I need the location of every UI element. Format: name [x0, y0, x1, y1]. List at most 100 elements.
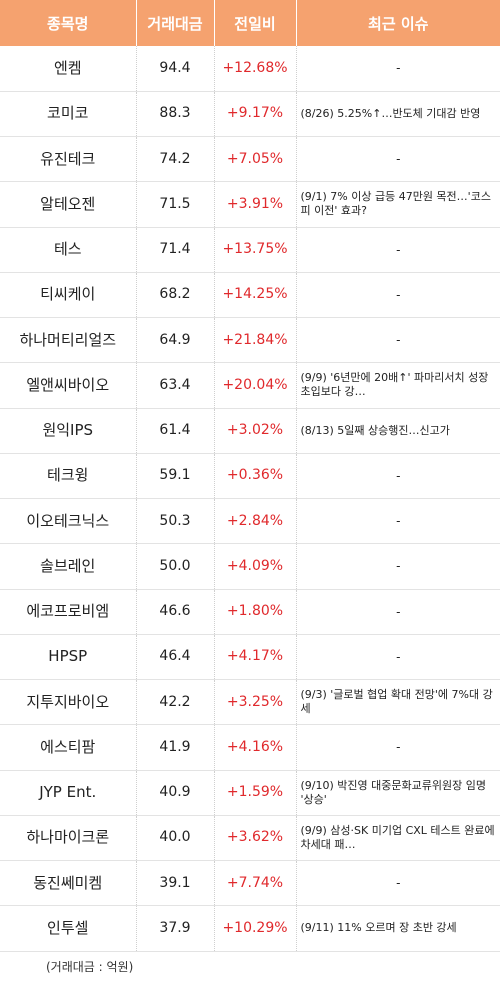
recent-issue: (9/9) 삼성·SK 미기업 CXL 테스트 완료에 차세대 패… — [295, 815, 500, 862]
change-rate: +7.74% — [213, 860, 296, 907]
recent-issue: - — [295, 543, 500, 590]
recent-issue: - — [295, 634, 500, 681]
change-rate: +4.16% — [213, 724, 296, 771]
recent-issue: - — [295, 136, 500, 183]
table-row: 하나마이크론 40.0 +3.62% (9/9) 삼성·SK 미기업 CXL 테스트 … — [0, 815, 500, 862]
table-row: 테크윙 59.1 +0.36% - — [0, 453, 500, 500]
table-row: 코미코 88.3 +9.17% (8/26) 5.25%↑…반도체 기대감 반영 — [0, 91, 500, 138]
change-rate: +9.17% — [213, 91, 296, 138]
table-body: 엔켐 94.4 +12.68% - 코미코 88.3 +9.17% (8/26) 5.25%↑… — [0, 46, 500, 952]
table-row: JYP Ent. 40.9 +1.59% (9/10) 박진영 대중문화교류위원장 임… — [0, 770, 500, 816]
header-issue: 최근 이슈 — [296, 0, 500, 46]
table-row: 엘앤씨바이오 63.4 +20.04% (9/9) '6년만에 20배↑' 파마리서치… — [0, 362, 500, 409]
trading-volume: 74.2 — [135, 136, 214, 183]
stock-name: 솔브레인 — [0, 543, 136, 590]
recent-issue: (9/1) 7% 이상 급등 47만원 목전…'코스피 이전' 효과? — [295, 181, 500, 228]
stock-name: 테스 — [0, 227, 136, 273]
header-volume: 거래대금 — [136, 0, 215, 46]
trading-volume: 46.4 — [135, 634, 214, 681]
change-rate: +3.62% — [213, 815, 296, 862]
stock-name: 이오테크닉스 — [0, 498, 136, 545]
trading-volume: 64.9 — [135, 317, 214, 364]
trading-volume: 41.9 — [135, 724, 214, 771]
change-rate: +0.36% — [213, 453, 296, 500]
change-rate: +13.75% — [213, 227, 296, 273]
recent-issue: - — [295, 272, 500, 319]
change-rate: +3.91% — [213, 181, 296, 228]
table-row: HPSP 46.4 +4.17% - — [0, 634, 500, 681]
table-row: 원익IPS 61.4 +3.02% (8/13) 5일째 상승행진…신고가 — [0, 408, 500, 454]
trading-volume: 39.1 — [135, 860, 214, 907]
table-row: 인투셀 37.9 +10.29% (9/11) 11% 오르며 장 초반 강세 — [0, 905, 500, 952]
table-row: 하나머티리얼즈 64.9 +21.84% - — [0, 317, 500, 364]
recent-issue: - — [295, 724, 500, 771]
trading-volume: 42.2 — [135, 679, 214, 726]
change-rate: +3.02% — [213, 408, 296, 454]
recent-issue: - — [295, 589, 500, 635]
table-row: 알테오젠 71.5 +3.91% (9/1) 7% 이상 급등 47만원 목전…'코스… — [0, 181, 500, 228]
change-rate: +4.17% — [213, 634, 296, 681]
recent-issue: - — [295, 46, 500, 92]
table-row: 티씨케이 68.2 +14.25% - — [0, 272, 500, 319]
recent-issue: - — [295, 860, 500, 907]
change-rate: +14.25% — [213, 272, 296, 319]
trading-volume: 61.4 — [135, 408, 214, 454]
header-change: 전일비 — [214, 0, 297, 46]
trading-volume: 40.0 — [135, 815, 214, 862]
table-row: 동진쎄미켐 39.1 +7.74% - — [0, 860, 500, 907]
table-row: 에코프로비엠 46.6 +1.80% - — [0, 589, 500, 635]
trading-volume: 50.0 — [135, 543, 214, 590]
trading-volume: 88.3 — [135, 91, 214, 138]
header-row: 종목명 거래대금 전일비 최근 이슈 — [0, 0, 500, 46]
change-rate: +20.04% — [213, 362, 296, 409]
table-row: 테스 71.4 +13.75% - — [0, 227, 500, 273]
recent-issue: - — [295, 227, 500, 273]
stock-name: JYP Ent. — [0, 770, 136, 816]
change-rate: +1.59% — [213, 770, 296, 816]
table-row: 지투지바이오 42.2 +3.25% (9/3) '글로벌 협업 확대 전망'에 7%… — [0, 679, 500, 726]
trading-volume: 71.5 — [135, 181, 214, 228]
stock-name: 원익IPS — [0, 408, 136, 454]
table-row: 이오테크닉스 50.3 +2.84% - — [0, 498, 500, 545]
recent-issue: (8/26) 5.25%↑…반도체 기대감 반영 — [295, 91, 500, 138]
stock-name: 엘앤씨바이오 — [0, 362, 136, 409]
change-rate: +21.84% — [213, 317, 296, 364]
recent-issue: (8/13) 5일째 상승행진…신고가 — [295, 408, 500, 454]
trading-volume: 68.2 — [135, 272, 214, 319]
stock-table: 종목명 거래대금 전일비 최근 이슈 엔켐 94.4 +12.68% - 코미코 88.3… — [0, 0, 500, 952]
trading-volume: 37.9 — [135, 905, 214, 952]
stock-name: 알테오젠 — [0, 181, 136, 228]
change-rate: +12.68% — [213, 46, 296, 92]
stock-name: 티씨케이 — [0, 272, 136, 319]
change-rate: +7.05% — [213, 136, 296, 183]
stock-name: 코미코 — [0, 91, 136, 138]
table-row: 에스티팜 41.9 +4.16% - — [0, 724, 500, 771]
change-rate: +10.29% — [213, 905, 296, 952]
recent-issue: (9/11) 11% 오르며 장 초반 강세 — [295, 905, 500, 952]
table-row: 솔브레인 50.0 +4.09% - — [0, 543, 500, 590]
stock-name: 지투지바이오 — [0, 679, 136, 726]
recent-issue: - — [295, 317, 500, 364]
header-name: 종목명 — [0, 0, 137, 46]
table-row: 유진테크 74.2 +7.05% - — [0, 136, 500, 183]
trading-volume: 59.1 — [135, 453, 214, 500]
change-rate: +4.09% — [213, 543, 296, 590]
trading-volume: 46.6 — [135, 589, 214, 635]
stock-name: 동진쎄미켐 — [0, 860, 136, 907]
trading-volume: 71.4 — [135, 227, 214, 273]
change-rate: +2.84% — [213, 498, 296, 545]
recent-issue: (9/3) '글로벌 협업 확대 전망'에 7%대 강세 — [295, 679, 500, 726]
table-header: 종목명 거래대금 전일비 최근 이슈 — [0, 0, 500, 46]
footnote: (거래대금 : 억원) — [46, 960, 134, 974]
change-rate: +3.25% — [213, 679, 296, 726]
table-row: 엔켐 94.4 +12.68% - — [0, 46, 500, 92]
recent-issue: - — [295, 453, 500, 500]
trading-volume: 50.3 — [135, 498, 214, 545]
stock-name: 유진테크 — [0, 136, 136, 183]
stock-name: 하나머티리얼즈 — [0, 317, 136, 364]
trading-volume: 94.4 — [135, 46, 214, 92]
stock-name: 에코프로비엠 — [0, 589, 136, 635]
recent-issue: - — [295, 498, 500, 545]
trading-volume: 63.4 — [135, 362, 214, 409]
